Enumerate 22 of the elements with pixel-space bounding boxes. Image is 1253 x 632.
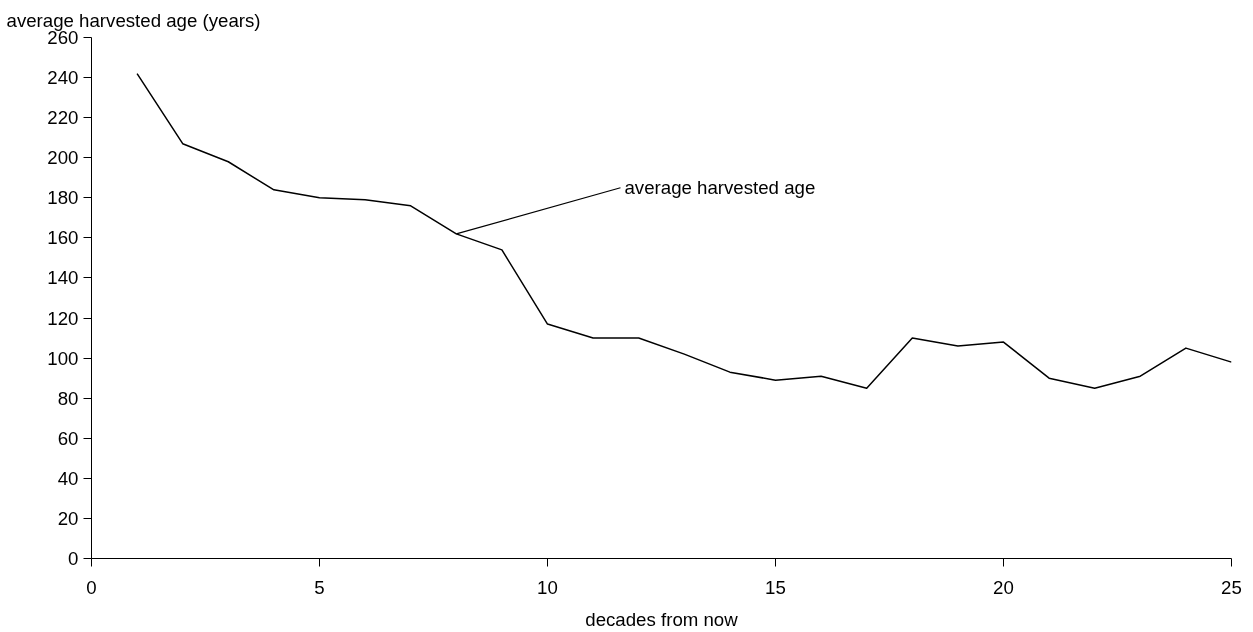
y-tick-label: 80 — [57, 387, 79, 409]
y-tick-label: 220 — [47, 107, 79, 129]
y-tick-label: 20 — [57, 507, 79, 529]
y-tick-label: 240 — [47, 67, 79, 89]
y-tick-label: 180 — [47, 187, 79, 209]
y-tick-label: 160 — [47, 227, 79, 249]
y-tick-label: 60 — [57, 427, 79, 449]
annotation: average harvested age — [624, 177, 816, 199]
x-tick-label: 25 — [1221, 576, 1242, 598]
x-tick-label: 15 — [765, 576, 786, 598]
y-tick-label: 0 — [68, 548, 79, 569]
y-tick-label: 40 — [57, 467, 79, 489]
y-tick-label: 140 — [47, 267, 79, 289]
y-tick-label: 200 — [47, 147, 79, 169]
y-tick-label: 100 — [47, 347, 79, 369]
x-tick-label: 0 — [86, 576, 97, 598]
x-tick-label: 20 — [993, 576, 1014, 598]
x-axis-title: decades from now — [585, 608, 739, 630]
y-axis-title: average harvested age (years) — [6, 9, 261, 31]
x-tick-label: 5 — [314, 576, 325, 598]
y-tick-label: 120 — [47, 307, 79, 329]
x-tick-label: 10 — [537, 576, 558, 598]
